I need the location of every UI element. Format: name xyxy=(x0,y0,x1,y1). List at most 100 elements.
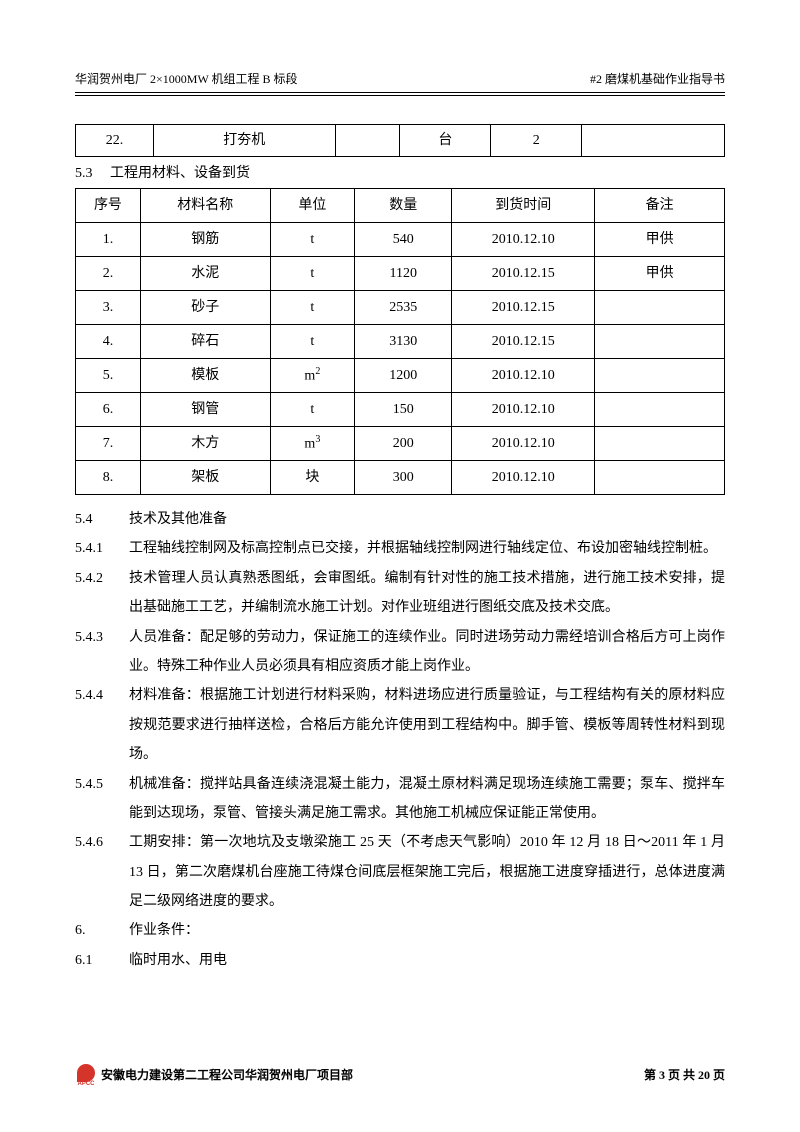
cell: 木方 xyxy=(140,427,270,461)
cell: m3 xyxy=(270,427,354,461)
cell: t xyxy=(270,257,354,291)
cell: 2010.12.10 xyxy=(452,427,595,461)
cell: 300 xyxy=(355,461,452,495)
cell: 砂子 xyxy=(140,291,270,325)
cell: t xyxy=(270,223,354,257)
col-header: 到货时间 xyxy=(452,189,595,223)
cell: t xyxy=(270,393,354,427)
para-number: 5.4 xyxy=(75,505,129,534)
cell: 甲供 xyxy=(595,257,725,291)
cell: 3. xyxy=(76,291,141,325)
cell: 模板 xyxy=(140,359,270,393)
para-number: 5.4.5 xyxy=(75,770,129,799)
cell: t xyxy=(270,291,354,325)
table-row: 8.架板块3002010.12.10 xyxy=(76,461,725,495)
paragraph: 6.1临时用水、用电 xyxy=(75,946,725,975)
col-header: 单位 xyxy=(270,189,354,223)
equipment-table: 22. 打夯机 台 2 xyxy=(75,124,725,157)
section-5-3-title: 5.3 工程用材料、设备到货 xyxy=(75,163,725,184)
cell: 540 xyxy=(355,223,452,257)
para-text: 工期安排：第一次地坑及支墩梁施工 25 天（不考虑天气影响）2010 年 12 … xyxy=(129,828,725,916)
para-text: 作业条件： xyxy=(129,916,725,945)
table-row: 7.木方m32002010.12.10 xyxy=(76,427,725,461)
page-footer: APCC 安徽电力建设第二工程公司华润贺州电厂项目部 第 3 页 共 20 页 xyxy=(75,1064,725,1086)
paragraph: 5.4.6工期安排：第一次地坑及支墩梁施工 25 天（不考虑天气影响）2010 … xyxy=(75,828,725,916)
paragraph: 6.作业条件： xyxy=(75,916,725,945)
cell: 200 xyxy=(355,427,452,461)
cell: 甲供 xyxy=(595,223,725,257)
col-header: 备注 xyxy=(595,189,725,223)
para-number: 6.1 xyxy=(75,946,129,975)
cell xyxy=(595,291,725,325)
cell xyxy=(595,359,725,393)
para-number: 5.4.1 xyxy=(75,534,129,563)
cell: 2010.12.15 xyxy=(452,291,595,325)
cell: 2. xyxy=(76,257,141,291)
cell: 4. xyxy=(76,325,141,359)
cell: 2010.12.10 xyxy=(452,359,595,393)
header-rule-thick xyxy=(75,92,725,93)
para-number: 6. xyxy=(75,916,129,945)
cell: 架板 xyxy=(140,461,270,495)
cell xyxy=(595,427,725,461)
table-row: 22. 打夯机 台 2 xyxy=(76,125,725,157)
table-row: 4.碎石t31302010.12.15 xyxy=(76,325,725,359)
cell: 1. xyxy=(76,223,141,257)
paragraph: 5.4技术及其他准备 xyxy=(75,505,725,534)
cell xyxy=(595,393,725,427)
table-row: 1.钢筋t5402010.12.10甲供 xyxy=(76,223,725,257)
cell: 2010.12.10 xyxy=(452,393,595,427)
table-row: 2.水泥t11202010.12.15甲供 xyxy=(76,257,725,291)
cell: 8. xyxy=(76,461,141,495)
cell: 块 xyxy=(270,461,354,495)
para-text: 工程轴线控制网及标高控制点已交接，并根据轴线控制网进行轴线定位、布设加密轴线控制… xyxy=(129,534,725,563)
para-number: 5.4.6 xyxy=(75,828,129,857)
paragraph: 5.4.2技术管理人员认真熟悉图纸，会审图纸。编制有针对性的施工技术措施，进行施… xyxy=(75,564,725,623)
para-text: 技术管理人员认真熟悉图纸，会审图纸。编制有针对性的施工技术措施，进行施工技术安排… xyxy=(129,564,725,623)
cell: t xyxy=(270,325,354,359)
table-row: 3.砂子t25352010.12.15 xyxy=(76,291,725,325)
col-header: 序号 xyxy=(76,189,141,223)
cell: 打夯机 xyxy=(153,125,335,157)
cell xyxy=(595,461,725,495)
cell xyxy=(335,125,400,157)
cell: 2010.12.10 xyxy=(452,223,595,257)
col-header: 数量 xyxy=(355,189,452,223)
para-text: 材料准备：根据施工计划进行材料采购，材料进场应进行质量验证，与工程结构有关的原材… xyxy=(129,681,725,769)
cell: 2535 xyxy=(355,291,452,325)
table-row: 6.钢管t1502010.12.10 xyxy=(76,393,725,427)
cell: 2010.12.15 xyxy=(452,325,595,359)
table-header-row: 序号 材料名称 单位 数量 到货时间 备注 xyxy=(76,189,725,223)
company-logo-icon: APCC xyxy=(75,1064,97,1086)
header-left: 华润贺州电厂 2×1000MW 机组工程 B 标段 xyxy=(75,70,298,88)
para-text: 技术及其他准备 xyxy=(129,505,725,534)
cell: 钢筋 xyxy=(140,223,270,257)
para-number: 5.4.3 xyxy=(75,623,129,652)
para-text: 机械准备：搅拌站具备连续浇混凝土能力，混凝土原材料满足现场连续施工需要；泵车、搅… xyxy=(129,770,725,829)
cell: 2 xyxy=(491,125,582,157)
paragraph: 5.4.1工程轴线控制网及标高控制点已交接，并根据轴线控制网进行轴线定位、布设加… xyxy=(75,534,725,563)
cell: m2 xyxy=(270,359,354,393)
footer-company: 安徽电力建设第二工程公司华润贺州电厂项目部 xyxy=(101,1066,353,1084)
cell: 钢管 xyxy=(140,393,270,427)
cell: 150 xyxy=(355,393,452,427)
cell xyxy=(595,325,725,359)
para-text: 人员准备：配足够的劳动力，保证施工的连续作业。同时进场劳动力需经培训合格后方可上… xyxy=(129,623,725,682)
para-number: 5.4.4 xyxy=(75,681,129,710)
cell: 6. xyxy=(76,393,141,427)
header-rule-thin xyxy=(75,95,725,96)
cell: 水泥 xyxy=(140,257,270,291)
para-number: 5.4.2 xyxy=(75,564,129,593)
table-row: 5.模板m212002010.12.10 xyxy=(76,359,725,393)
cell xyxy=(582,125,725,157)
paragraph: 5.4.3人员准备：配足够的劳动力，保证施工的连续作业。同时进场劳动力需经培训合… xyxy=(75,623,725,682)
body-text: 5.4技术及其他准备5.4.1工程轴线控制网及标高控制点已交接，并根据轴线控制网… xyxy=(75,505,725,975)
cell: 22. xyxy=(76,125,154,157)
footer-left: APCC 安徽电力建设第二工程公司华润贺州电厂项目部 xyxy=(75,1064,353,1086)
materials-table: 序号 材料名称 单位 数量 到货时间 备注 1.钢筋t5402010.12.10… xyxy=(75,188,725,495)
col-header: 材料名称 xyxy=(140,189,270,223)
paragraph: 5.4.4材料准备：根据施工计划进行材料采购，材料进场应进行质量验证，与工程结构… xyxy=(75,681,725,769)
cell: 3130 xyxy=(355,325,452,359)
cell: 2010.12.15 xyxy=(452,257,595,291)
page-header: 华润贺州电厂 2×1000MW 机组工程 B 标段 #2 磨煤机基础作业指导书 xyxy=(75,70,725,92)
